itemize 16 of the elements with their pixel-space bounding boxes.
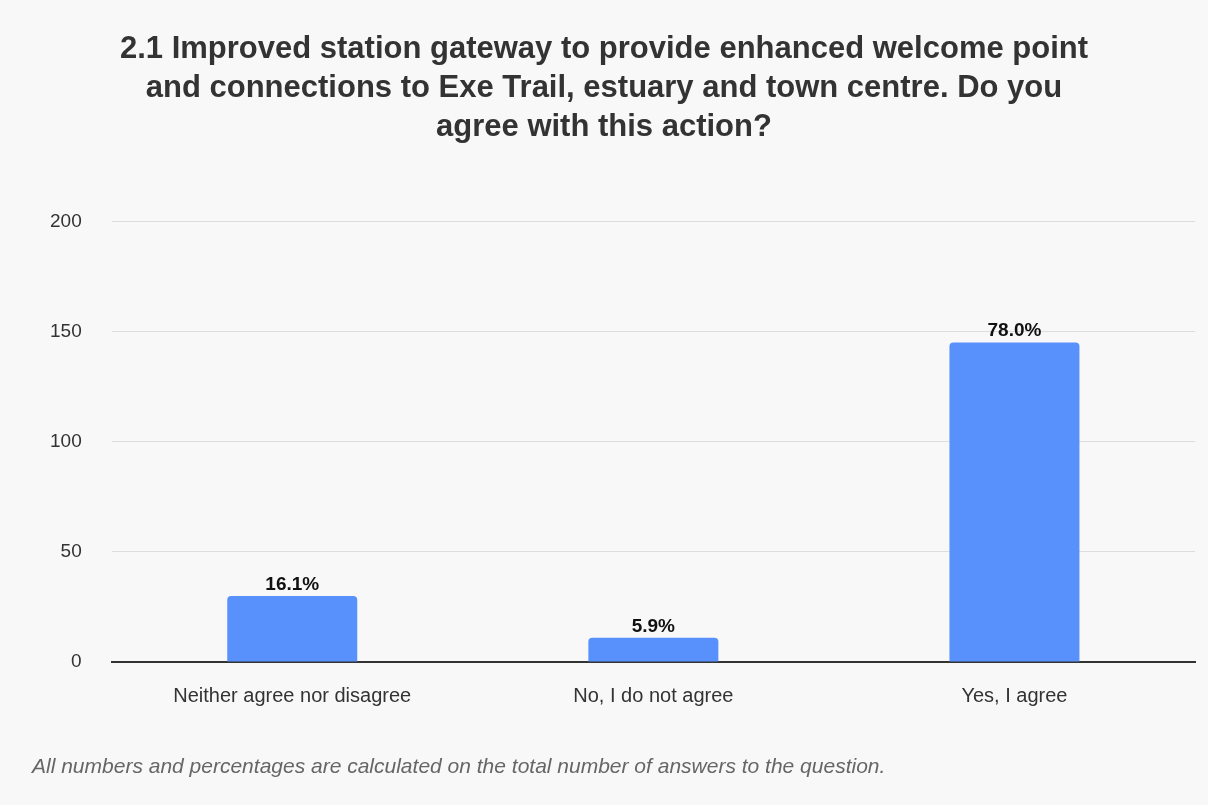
- bar: [588, 637, 719, 662]
- x-tick-label: Neither agree nor disagree: [173, 683, 412, 706]
- bar: [227, 595, 358, 662]
- y-tick-label: 0: [71, 650, 82, 672]
- y-tick-label: 100: [50, 429, 82, 451]
- x-tick-label: No, I do not agree: [573, 683, 734, 706]
- annotation: 78.0%: [987, 319, 1042, 341]
- annotation: 5.9%: [631, 614, 676, 636]
- bar: [949, 342, 1080, 662]
- annotation: 16.1%: [265, 572, 320, 594]
- x-tick-label: Yes, I agree: [961, 683, 1068, 706]
- y-tick-label: 50: [60, 540, 82, 562]
- y-tick-label: 150: [50, 319, 82, 341]
- text: All numbers and percentages are calculated on the total number of answers to the question.: [32, 754, 886, 778]
- y-tick-label: 200: [50, 209, 82, 231]
- chart-title: 2.1 Improved station gateway to provide enhanced welcome point and connections to Exe Trail, estuary and town centre. Do you agree with this action?: [118, 29, 1090, 145]
